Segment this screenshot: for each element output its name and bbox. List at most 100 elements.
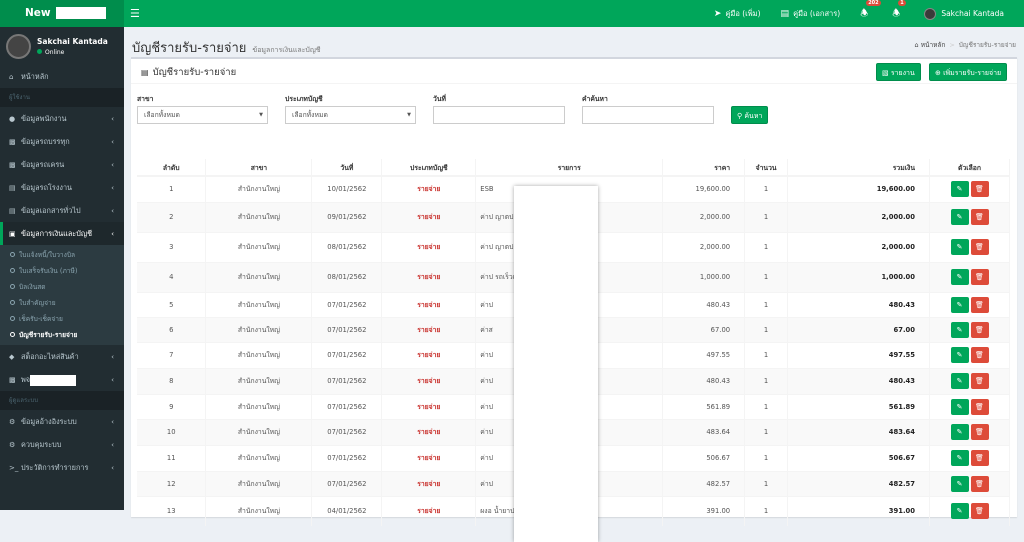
table-cell: รายจ่าย [381,444,477,471]
column-header: รายการ [475,159,664,177]
edit-button[interactable]: ✎ [950,450,969,466]
edit-button[interactable]: ✎ [950,503,969,520]
breadcrumb-home[interactable]: หน้าหลัก [920,41,946,49]
manual-doc-link[interactable]: ▤ คู่มือ (เอกสาร) [780,8,841,19]
table-row: 7 สำนักงานใหญ่ 07/01/2562 รายจ่าย ค่าป 497.55… [137,341,1010,368]
branch-label: สาขา [137,95,154,103]
table-cell: 1,000.00 [787,261,930,292]
delete-button[interactable]: 🗑 [970,239,989,255]
sidebar-item-finance[interactable]: ▣ ข้อมูลการเงินและบัญชี ‹ [0,222,124,245]
table-cell: 1,000.00 [662,261,746,292]
search-input[interactable] [582,106,714,124]
table-cell: สำนักงานใหญ่ [205,316,313,342]
circle-icon [10,316,15,321]
sidebar-header-users: ผู้ใช้งาน [0,88,124,107]
search-button[interactable]: ⚲ ค้นหา [731,106,769,124]
table-cell: สำนักงานใหญ่ [205,444,313,471]
edit-button[interactable]: ✎ [950,347,969,363]
edit-button[interactable]: ✎ [950,181,969,198]
column-header: สาขา [205,159,313,177]
column-header: รวมเงิน [787,159,930,177]
delete-button[interactable]: 🗑 [970,321,989,338]
table-cell: รายจ่าย [381,231,477,262]
delete-button[interactable]: 🗑 [970,450,989,466]
alerts-button[interactable]: 🕭 1 [892,0,906,22]
sidebar-sub-cash-bill[interactable]: บิลเงินสด [0,279,124,295]
delete-button[interactable]: 🗑 [970,424,989,440]
edit-button[interactable]: ✎ [950,398,969,415]
truck-icon: ▩ [9,376,16,384]
bell-icon: 🕭 [892,8,901,19]
row-actions: ✎ 🗑 [929,393,1010,419]
sidebar-item-employees[interactable]: ● ข้อมูลพนักงาน ‹ [0,107,124,130]
sidebar-sub-cheques[interactable]: เช็ครับ-เช็คจ่าย [0,311,124,327]
table-cell: 483.64 [662,418,746,445]
edit-button[interactable]: ✎ [950,239,969,255]
table-cell: 12 [137,470,207,496]
sidebar-item-home[interactable]: ⌂ หน้าหลัก [0,65,124,88]
account-type-select[interactable]: เลือกทั้งหมด ▼ [285,106,416,124]
sidebar-item-system-control[interactable]: ⚙ ควบคุมระบบ ‹ [0,433,124,456]
plus-circle-icon: ⊕ [935,69,944,77]
column-header: ประเภทบัญชี [381,159,477,177]
menu-toggle-icon[interactable]: ☰ [130,7,140,20]
sidebar-item-cranes[interactable]: ▩ ข้อมูลรถเครน ‹ [0,153,124,176]
table-cell: 07/01/2562 [311,316,383,342]
circle-icon [10,284,15,289]
edit-button[interactable]: ✎ [950,296,969,313]
sidebar-item-history[interactable]: >_ ประวัติการทำรายการ ‹ [0,456,124,479]
circle-icon [10,252,15,257]
table-cell: 10/01/2562 [311,175,383,202]
table-cell: 07/01/2562 [311,367,383,394]
delete-button[interactable]: 🗑 [970,475,989,492]
terminal-icon: >_ [9,464,19,472]
row-actions: ✎ 🗑 [929,201,1010,232]
sidebar-sub-payment-voucher[interactable]: ใบสำคัญจ่าย [0,295,124,311]
delete-button[interactable]: 🗑 [970,347,989,363]
delete-button[interactable]: 🗑 [970,398,989,415]
table-cell: 482.57 [662,470,746,496]
notifications-button[interactable]: 🕭 202 [860,0,881,22]
edit-button[interactable]: ✎ [950,424,969,440]
edit-button[interactable]: ✎ [950,321,969,338]
sidebar-item-trucks[interactable]: ▩ ข้อมูลรถบรรทุก ‹ [0,130,124,153]
sidebar-sub-income-expense[interactable]: บัญชีรายรับ-รายจ่าย [0,327,124,343]
sidebar-sub-receipt[interactable]: ใบเสร็จรับเงิน (ภาษี) [0,263,124,279]
edit-button[interactable]: ✎ [950,475,969,492]
table-cell: 480.43 [787,367,930,394]
column-header: วันที่ [311,159,383,177]
manual-add-link[interactable]: ➤ คู่มือ (เพิ่ม) [713,8,761,19]
delete-button[interactable]: 🗑 [970,209,989,225]
date-input[interactable] [433,106,565,124]
delete-button[interactable]: 🗑 [970,503,989,520]
sidebar-sub-invoice[interactable]: ใบแจ้งหนี้/ใบวางบิล [0,247,124,263]
table-cell: สำนักงานใหญ่ [205,175,313,202]
user-menu[interactable]: Sakchai Kantada [924,7,1004,20]
table-cell: 67.00 [662,316,746,342]
sidebar-item-documents[interactable]: ▤ ข้อมูลเอกสารทั่วไป ‹ [0,199,124,222]
add-income-expense-button[interactable]: ⊕ เพิ่มรายรับ-รายจ่าย [929,63,1008,81]
branch-select[interactable]: เลือกทั้งหมด ▼ [137,106,268,124]
table-cell: 2,000.00 [662,201,746,232]
chevron-left-icon: ‹ [111,114,114,123]
search-label: คำค้นหา [582,95,608,103]
table-cell: 07/01/2562 [311,418,383,445]
breadcrumb-current: บัญชีรายรับ-รายจ่าย [958,41,1016,49]
sidebar-item-stock[interactable]: ◆ สต็อกอะไหล่สินค้า ‹ [0,345,124,368]
delete-button[interactable]: 🗑 [970,181,989,198]
brand-logo[interactable]: New [0,0,124,27]
sidebar-item-system-ref[interactable]: ⚙ ข้อมูลอ้างอิงระบบ ‹ [0,410,124,433]
sidebar-item-redacted[interactable]: ▩ พจ ‹ [0,368,124,391]
edit-button[interactable]: ✎ [950,269,969,285]
delete-button[interactable]: 🗑 [970,296,989,313]
document-icon: ▤ [780,8,790,19]
report-button[interactable]: ▧ รายงาน [876,63,921,81]
sidebar-item-factory-cars[interactable]: ▤ ข้อมูลรถโรงงาน ‹ [0,176,124,199]
income-expense-box: ▤ บัญชีรายรับ-รายจ่าย ▧ รายงาน ⊕ เพิ่มราย… [131,57,1017,542]
table-cell: 6 [137,316,207,342]
edit-button[interactable]: ✎ [950,373,969,389]
delete-button[interactable]: 🗑 [970,373,989,389]
delete-button[interactable]: 🗑 [970,269,989,285]
table-cell: 07/01/2562 [311,291,383,317]
edit-button[interactable]: ✎ [950,209,969,225]
